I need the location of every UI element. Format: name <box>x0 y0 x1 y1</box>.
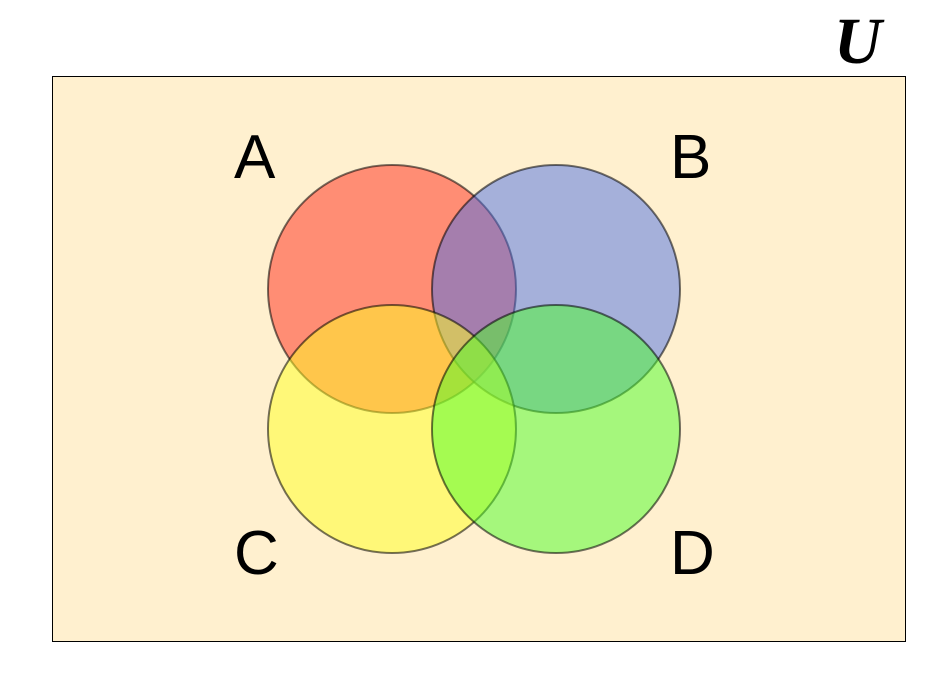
universe-label: U <box>834 5 885 78</box>
set-d-circle <box>431 304 681 554</box>
set-a-label: A <box>234 123 276 192</box>
set-b-label: B <box>670 123 711 192</box>
set-d-label: D <box>670 519 715 588</box>
set-c-label: C <box>234 519 279 588</box>
